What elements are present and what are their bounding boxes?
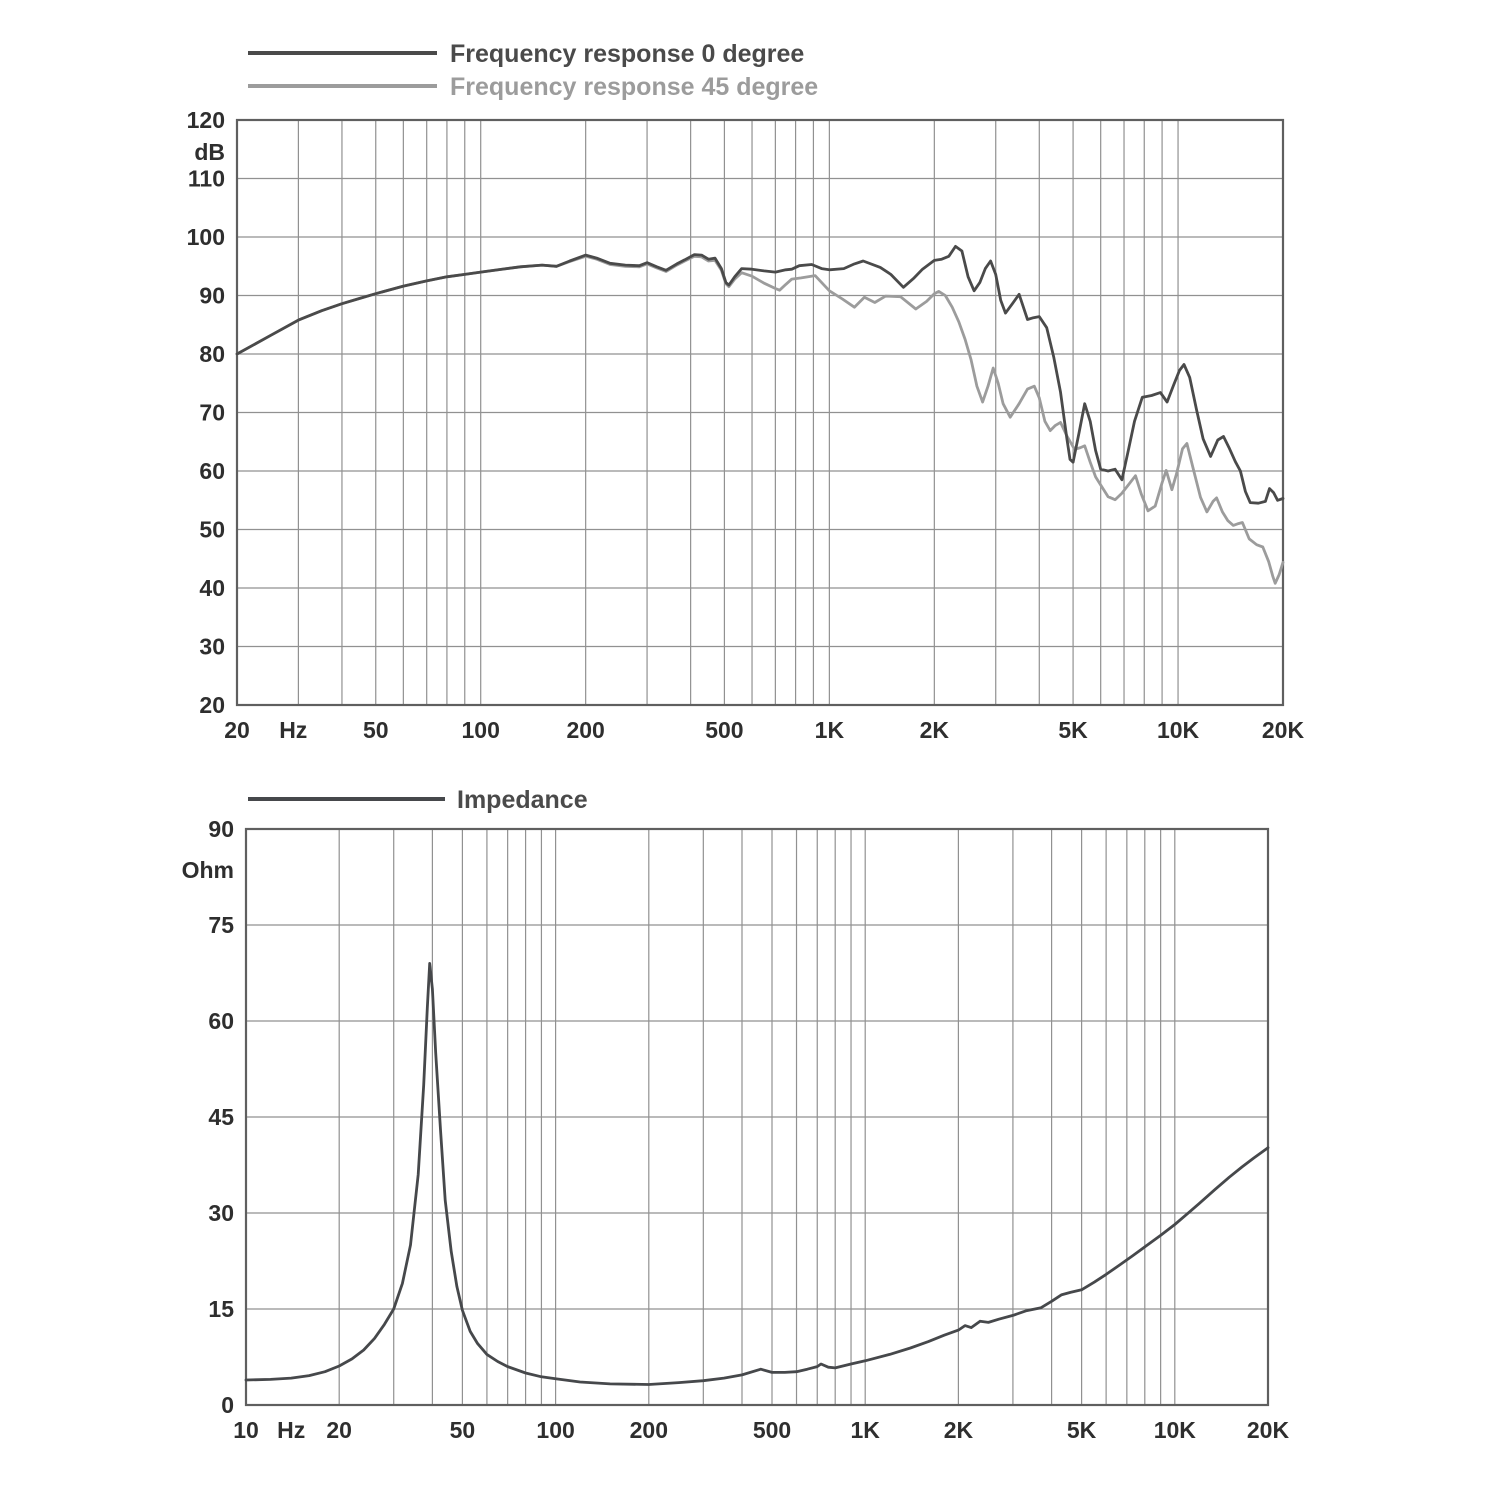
curve-impedance (244, 962, 1270, 1386)
x-tick-label-20K: 20K (1247, 1417, 1290, 1443)
y-tick-label-60: 60 (199, 458, 225, 484)
x-tick-label-20: 20 (224, 717, 250, 743)
y-tick-label-90: 90 (208, 816, 234, 842)
x-tick-label-500: 500 (753, 1417, 791, 1443)
x-tick-label-100: 100 (462, 717, 500, 743)
frequency-response-legend: Frequency response 0 degree Frequency re… (248, 40, 818, 101)
x-tick-label-50: 50 (363, 717, 389, 743)
y-tick-label-110: 110 (188, 166, 225, 192)
x-tick-label-1K: 1K (815, 717, 845, 743)
frequency-response-chart: 120 110 100 90 80 70 60 50 40 30 20 dB 20 Hz 50 100 200 5… (187, 40, 1305, 743)
frequency-response-axis-labels: 120 110 100 90 80 70 60 50 40 30 20 dB 20 Hz 50 100 200 5… (187, 107, 1305, 743)
y-tick-label-45: 45 (208, 1104, 234, 1130)
y-tick-label-50: 50 (199, 517, 225, 543)
legend-label-0-degree: Frequency response 0 degree (450, 40, 804, 68)
x-tick-label-10K: 10K (1157, 717, 1200, 743)
plot-border (235, 118, 1285, 707)
y-tick-label-15: 15 (208, 1296, 234, 1322)
x-tick-label-20K: 20K (1262, 717, 1305, 743)
x-tick-label-2K: 2K (920, 717, 950, 743)
x-tick-label-20: 20 (326, 1417, 352, 1443)
impedance-chart: 90 75 60 45 30 15 0 Ohm 10 Hz 20 50 100 200 500 1K 2K 5K 1… (182, 786, 1290, 1443)
y-tick-label-75: 75 (208, 912, 234, 938)
x-tick-label-Hz: Hz (279, 717, 307, 743)
x-tick-label-100: 100 (536, 1417, 574, 1443)
x-tick-label-200: 200 (630, 1417, 668, 1443)
frequency-response-grid (235, 118, 1285, 707)
legend-label-impedance: Impedance (457, 786, 588, 814)
legend-label-45-degree: Frequency response 45 degree (450, 73, 818, 101)
y-axis-unit-label: Ohm (182, 857, 234, 883)
y-tick-label-60: 60 (208, 1008, 234, 1034)
y-tick-label-90: 90 (199, 283, 225, 309)
y-tick-label-80: 80 (199, 341, 225, 367)
x-tick-label-50: 50 (450, 1417, 476, 1443)
impedance-legend: Impedance (248, 786, 588, 814)
x-tick-label-5K: 5K (1067, 1417, 1097, 1443)
x-tick-label-200: 200 (566, 717, 604, 743)
y-axis-unit-label: dB (194, 139, 225, 165)
y-tick-label-30: 30 (199, 634, 225, 660)
plot-border (244, 827, 1270, 1407)
x-tick-label-2K: 2K (944, 1417, 974, 1443)
curve-frequency-response-45-degree (235, 254, 1285, 585)
frequency-response-curves (235, 245, 1285, 585)
x-tick-label-10: 10 (233, 1417, 259, 1443)
curve-frequency-response-0-degree (235, 245, 1285, 505)
y-tick-label-120: 120 (187, 107, 225, 133)
impedance-axis-labels: 90 75 60 45 30 15 0 Ohm 10 Hz 20 50 100 200 500 1K 2K 5K 1… (182, 816, 1290, 1443)
x-tick-label-Hz: Hz (277, 1417, 305, 1443)
impedance-grid (244, 827, 1270, 1407)
y-tick-label-30: 30 (208, 1200, 234, 1226)
y-tick-label-20: 20 (199, 692, 225, 718)
y-tick-label-40: 40 (199, 575, 225, 601)
x-tick-label-500: 500 (705, 717, 743, 743)
x-tick-label-1K: 1K (850, 1417, 880, 1443)
x-tick-label-5K: 5K (1058, 717, 1088, 743)
y-tick-label-0: 0 (221, 1392, 234, 1418)
y-tick-label-70: 70 (199, 400, 225, 426)
x-tick-label-10K: 10K (1154, 1417, 1197, 1443)
impedance-curves (244, 962, 1270, 1386)
y-tick-label-100: 100 (187, 224, 225, 250)
